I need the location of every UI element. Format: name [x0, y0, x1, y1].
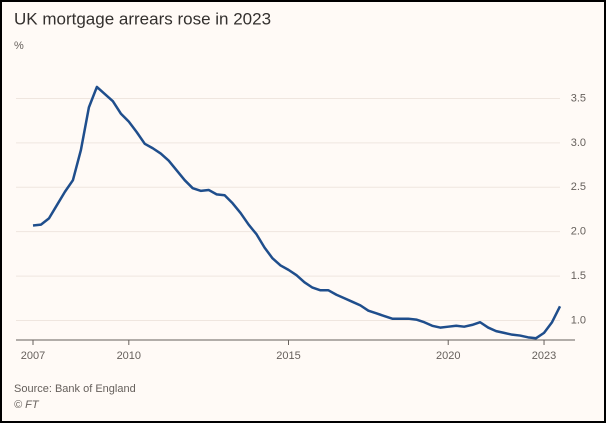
x-tick-label: 2023: [532, 350, 556, 362]
y-tick-label: 2.5: [571, 181, 586, 193]
y-tick-label: 1.0: [571, 314, 586, 326]
y-tick-label: 2.0: [571, 226, 586, 238]
data-line: [32, 85, 562, 340]
y-tick-label: 3.5: [571, 92, 586, 104]
credit: © FT: [14, 399, 40, 411]
chart-title: UK mortgage arrears rose in 2023: [14, 9, 271, 28]
x-tick-label: 2010: [117, 350, 141, 362]
x-tick-label: 2015: [276, 350, 300, 362]
y-tick-label: 1.5: [571, 270, 586, 282]
source: Source: Bank of England: [14, 383, 136, 395]
x-tick-label: 2020: [436, 350, 460, 362]
y-tick-label: 3.0: [571, 137, 586, 149]
y-unit: %: [14, 40, 24, 52]
x-tick-label: 2007: [21, 350, 45, 362]
